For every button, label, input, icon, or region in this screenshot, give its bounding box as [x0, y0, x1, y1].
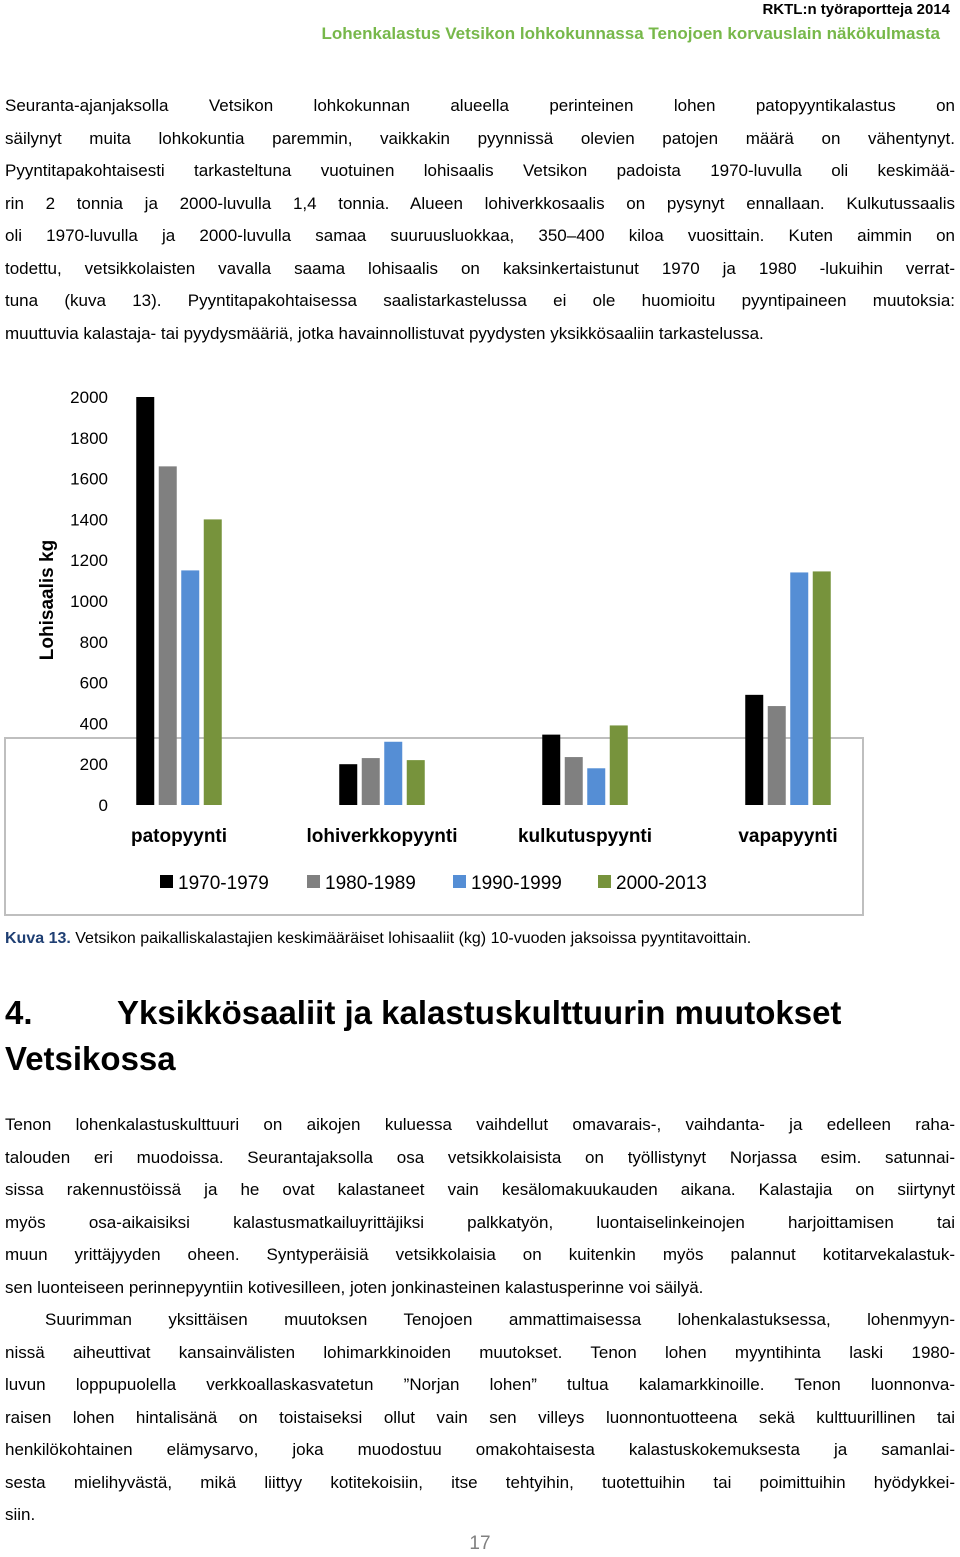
bar [790, 572, 809, 805]
bar [136, 397, 155, 805]
text-line: sen luonteiseen perinnepyyntiin kotivesi… [5, 1277, 704, 1297]
text-line: Pyyntitapakohtaisesti tarkasteltuna vuot… [5, 161, 955, 180]
x-tick-label: patopyynti [131, 826, 227, 847]
bar [542, 734, 561, 805]
heading-line: Vetsikossa [5, 1040, 176, 1077]
heading: 4. Yksikkösaaliit ja kalastuskulttuurin m… [5, 990, 841, 1082]
y-tick-label: 1000 [70, 592, 108, 611]
bar [587, 768, 606, 805]
caption-label: Kuva 13. [5, 930, 71, 947]
heading-number: 4. [5, 994, 33, 1031]
caption: Kuva 13. Vetsikon paikalliskalastajien k… [5, 930, 751, 948]
x-tick-label: kulkutuspyynti [518, 826, 652, 847]
y-tick-label: 0 [99, 796, 108, 815]
y-tick-label: 200 [80, 755, 108, 774]
legend-swatch [453, 875, 466, 888]
legend-swatch [598, 875, 611, 888]
bar [745, 694, 764, 805]
text-line: rin 2 tonnia ja 2000-luvulla 1,4 tonnia.… [5, 193, 955, 213]
legend-label: 1970-1979 [178, 873, 269, 894]
text-line: luvun loppupuolella verkkoallaskasvatetu… [5, 1375, 955, 1394]
x-tick-label: vapapyynti [738, 826, 837, 847]
legend-label: 1990-1999 [471, 873, 562, 894]
bar [384, 741, 403, 805]
y-tick-label: 1800 [70, 429, 108, 448]
chart-frame [4, 737, 864, 916]
legend-swatch [307, 875, 320, 888]
bar [767, 706, 786, 805]
heading-line: Yksikkösaaliit ja kalastuskulttuurin muu… [117, 994, 842, 1031]
text-line: oli 1970-luvulla ja 2000-luvulla samaa s… [5, 226, 955, 245]
text-line: todettu, vetsikkolaisten vavalla saama l… [5, 258, 955, 278]
y-tick-label: 2000 [70, 388, 108, 407]
legend-label: 1980-1989 [325, 873, 416, 894]
text-line: sissa rakennustöissä ja he ovat kalastan… [5, 1180, 955, 1199]
text-line: tuna (kuva 13). Pyyntitapakohtaisessa sa… [5, 291, 955, 310]
bar [339, 764, 358, 805]
text-line: myös osa-aikaisiksi kalastusmatkailuyrit… [5, 1212, 955, 1232]
y-axis-label: Lohisaalis kg [37, 540, 58, 660]
bar [609, 725, 628, 805]
text-line: säilynyt muita lohkokuntia paremmin, vai… [5, 128, 955, 148]
bar [361, 758, 380, 805]
text-line: nissä aiheuttivat kansainvälisten lohima… [5, 1342, 955, 1362]
page-number: 17 [469, 1533, 491, 1554]
text-line: raisen lohen hintalisänä on toistaiseksi… [5, 1407, 955, 1427]
y-tick-label: 1400 [70, 510, 108, 529]
y-tick-label: 1200 [70, 551, 108, 570]
bar [564, 757, 583, 805]
bar [203, 519, 222, 805]
y-tick-label: 800 [80, 633, 108, 652]
text-line: Seuranta-ajanjaksolla Vetsikon lohkokunn… [5, 96, 955, 115]
bar [181, 570, 200, 805]
y-tick-label: 600 [80, 674, 108, 693]
text-line: muuttuvia kalastaja- tai pyydysmääriä, j… [5, 323, 764, 343]
legend-label: 2000-2013 [616, 873, 707, 894]
x-tick-label: lohiverkkopyynti [307, 826, 458, 847]
header-title: Lohenkalastus Vetsikon lohkokunnassa Ten… [321, 24, 940, 43]
text-line: Tenon lohenkalastuskulttuuri on aikojen … [5, 1115, 955, 1134]
caption-text: Vetsikon paikalliskalastajien keskimäärä… [75, 930, 752, 947]
text-line: siin. [5, 1505, 36, 1524]
text-line: sesta mielihyvästä, mikä liittyy kotitek… [5, 1472, 955, 1492]
header-series: RKTL:n työraportteja 2014 [762, 1, 950, 18]
text-line: muun yrittäjyyden oheen. Syntyperäisiä v… [5, 1245, 955, 1264]
text-line: talouden eri muodoissa. Seurantajaksolla… [5, 1147, 955, 1167]
y-tick-label: 1600 [70, 470, 108, 489]
text-line: Suurimman yksittäisen muutoksen Tenojoen… [45, 1310, 955, 1329]
legend-swatch [160, 875, 173, 888]
bar [812, 571, 831, 805]
text-line: henkilökohtainen elämysarvo, joka muodos… [5, 1440, 955, 1459]
bar [406, 760, 425, 805]
y-tick-label: 400 [80, 714, 108, 733]
bar [158, 466, 177, 805]
